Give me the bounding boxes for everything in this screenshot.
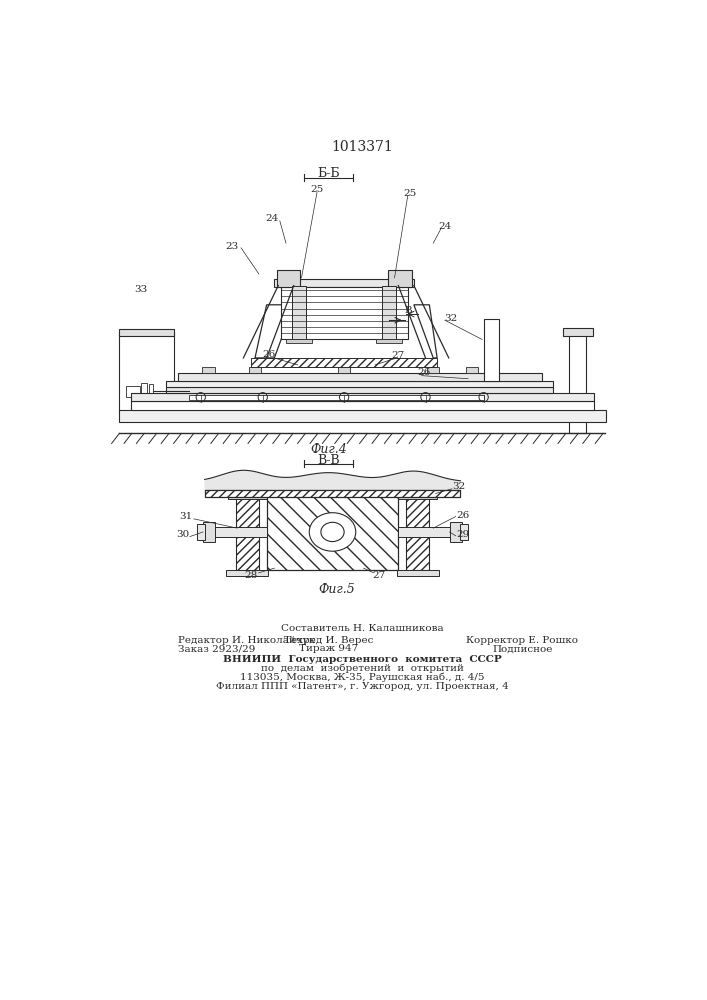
Bar <box>286 339 312 343</box>
Bar <box>235 497 259 570</box>
Bar <box>249 367 261 373</box>
Bar <box>177 373 542 381</box>
Bar <box>450 522 462 542</box>
Bar <box>338 367 351 373</box>
Bar <box>276 270 300 287</box>
Bar <box>484 319 499 381</box>
Bar <box>131 393 595 401</box>
Text: Фиг.5: Фиг.5 <box>318 583 355 596</box>
Bar <box>226 570 268 576</box>
Bar <box>209 527 267 537</box>
Bar <box>397 570 438 576</box>
Text: 32: 32 <box>452 482 466 491</box>
Text: В: В <box>404 306 412 315</box>
Text: 27: 27 <box>373 571 385 580</box>
Text: 24: 24 <box>438 222 452 231</box>
Text: 31: 31 <box>180 512 193 521</box>
Bar <box>466 367 478 373</box>
Text: В-В: В-В <box>317 454 340 467</box>
Ellipse shape <box>321 522 344 542</box>
Bar <box>274 279 414 287</box>
Text: Фиг.4: Фиг.4 <box>310 443 347 456</box>
Bar <box>406 497 429 570</box>
Text: Филиал ППП «Патент», г. Ужгород, ул. Проектная, 4: Филиал ППП «Патент», г. Ужгород, ул. Про… <box>216 682 508 691</box>
Bar <box>131 401 595 410</box>
Bar <box>460 524 468 540</box>
Text: Корректор Е. Рошко: Корректор Е. Рошко <box>467 636 578 645</box>
Text: Подписное: Подписное <box>492 644 553 653</box>
Text: 28: 28 <box>245 571 258 580</box>
Bar <box>427 367 440 373</box>
Ellipse shape <box>309 513 356 551</box>
Text: 23: 23 <box>225 242 238 251</box>
Text: 25: 25 <box>310 185 324 194</box>
Bar <box>141 383 147 400</box>
Text: Редактор И. Николайчук: Редактор И. Николайчук <box>177 636 315 645</box>
Bar <box>281 287 408 339</box>
Bar <box>563 328 593 336</box>
Bar <box>398 496 437 499</box>
Bar <box>197 524 204 540</box>
Polygon shape <box>255 305 293 358</box>
Bar <box>228 496 267 499</box>
Bar <box>388 270 411 287</box>
Text: 1013371: 1013371 <box>331 140 393 154</box>
Bar <box>166 381 554 387</box>
Text: 30: 30 <box>176 530 189 539</box>
Bar <box>119 332 174 413</box>
Text: 24: 24 <box>265 214 279 223</box>
Text: Тираж 947: Тираж 947 <box>299 644 358 653</box>
Bar <box>406 497 429 570</box>
Polygon shape <box>414 305 437 358</box>
Text: 33: 33 <box>134 285 148 294</box>
Bar <box>204 490 460 497</box>
Bar <box>189 395 484 400</box>
Bar <box>398 527 457 537</box>
Bar <box>376 339 402 343</box>
Bar <box>166 387 554 393</box>
Text: 32: 32 <box>445 314 457 323</box>
Text: 26: 26 <box>417 368 431 377</box>
Bar <box>203 522 216 542</box>
Bar <box>292 286 306 339</box>
Text: Заказ 2923/29: Заказ 2923/29 <box>177 644 255 653</box>
Bar <box>204 490 460 497</box>
Bar <box>235 497 259 570</box>
Bar <box>119 329 174 336</box>
Text: Б-Б: Б-Б <box>317 167 340 180</box>
Bar <box>126 386 139 397</box>
Bar <box>569 333 586 433</box>
Bar <box>267 493 398 570</box>
Text: по  делам  изобретений  и  открытий: по делам изобретений и открытий <box>260 663 463 673</box>
Text: 26: 26 <box>262 350 276 359</box>
Bar <box>149 384 153 398</box>
Text: 113035, Москва, Ж-35, Раушская наб., д. 4/5: 113035, Москва, Ж-35, Раушская наб., д. … <box>240 673 484 682</box>
Bar <box>267 493 398 570</box>
Text: 29: 29 <box>457 530 469 539</box>
Text: Составитель Н. Калашникова: Составитель Н. Калашникова <box>281 624 443 633</box>
Bar <box>251 358 437 367</box>
Bar <box>119 410 606 422</box>
Text: 25: 25 <box>404 189 416 198</box>
Bar <box>382 286 396 339</box>
Text: 26: 26 <box>457 511 469 520</box>
Bar <box>202 367 215 373</box>
Text: Техред И. Верес: Техред И. Верес <box>284 636 373 645</box>
Text: 27: 27 <box>392 351 405 360</box>
Text: ВНИИПИ  Государственного  комитета  СССР: ВНИИПИ Государственного комитета СССР <box>223 654 501 664</box>
